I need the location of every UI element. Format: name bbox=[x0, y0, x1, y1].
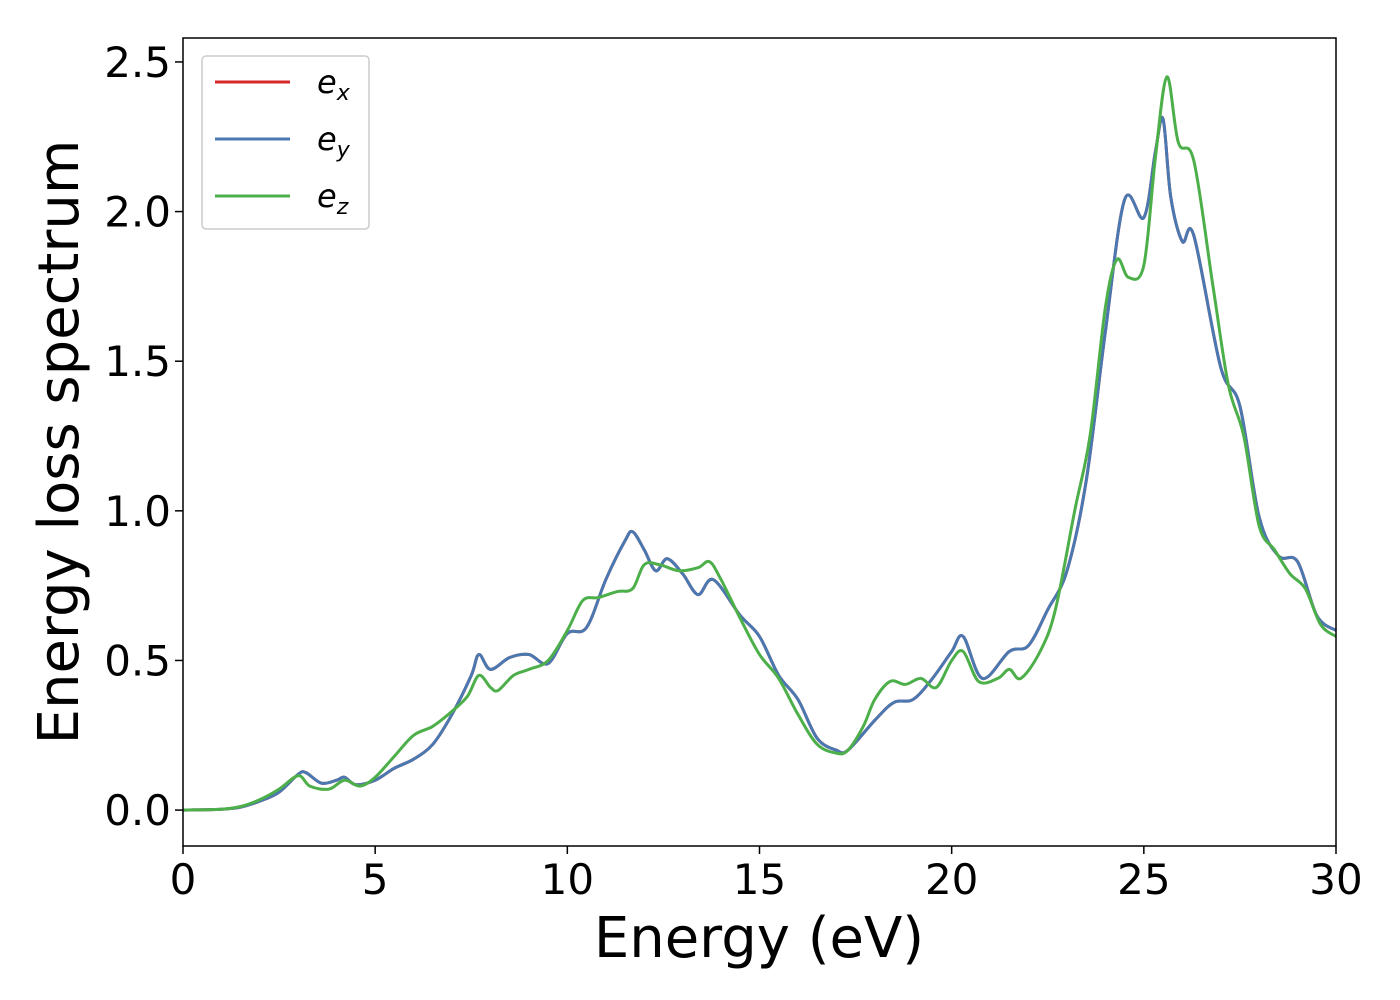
legend-label-ex: ex bbox=[317, 63, 351, 106]
x-tick-label: 25 bbox=[1117, 855, 1170, 904]
legend-label-ey: ey bbox=[317, 120, 351, 163]
x-tick-label: 5 bbox=[362, 855, 389, 904]
x-tick-label: 20 bbox=[925, 855, 978, 904]
legend: ex ey ez bbox=[201, 55, 370, 230]
legend-box bbox=[201, 55, 370, 230]
y-axis-title: Energy loss spectrum bbox=[27, 140, 92, 745]
x-tick-label: 10 bbox=[541, 855, 594, 904]
x-tick-label: 30 bbox=[1309, 855, 1362, 904]
y-tick-label: 1.5 bbox=[104, 337, 171, 386]
y-tick-label: 2.0 bbox=[104, 188, 171, 237]
series-line-ez bbox=[182, 75, 1337, 812]
y-tick-label: 2.5 bbox=[104, 38, 171, 87]
series-layer bbox=[182, 75, 1337, 812]
y-tick-label: 0.5 bbox=[104, 636, 171, 685]
x-tick-label: 15 bbox=[733, 855, 786, 904]
x-axis-ticks: 0 5 10 15 20 25 30 bbox=[170, 846, 1363, 904]
x-axis-title: Energy (eV) bbox=[594, 906, 924, 971]
y-tick-label: 0.0 bbox=[104, 786, 171, 835]
y-tick-label: 1.0 bbox=[104, 487, 171, 536]
legend-label-ez: ez bbox=[317, 177, 349, 220]
x-tick-label: 0 bbox=[170, 855, 197, 904]
y-axis-ticks: 0.0 0.5 1.0 1.5 2.0 2.5 bbox=[104, 38, 183, 835]
